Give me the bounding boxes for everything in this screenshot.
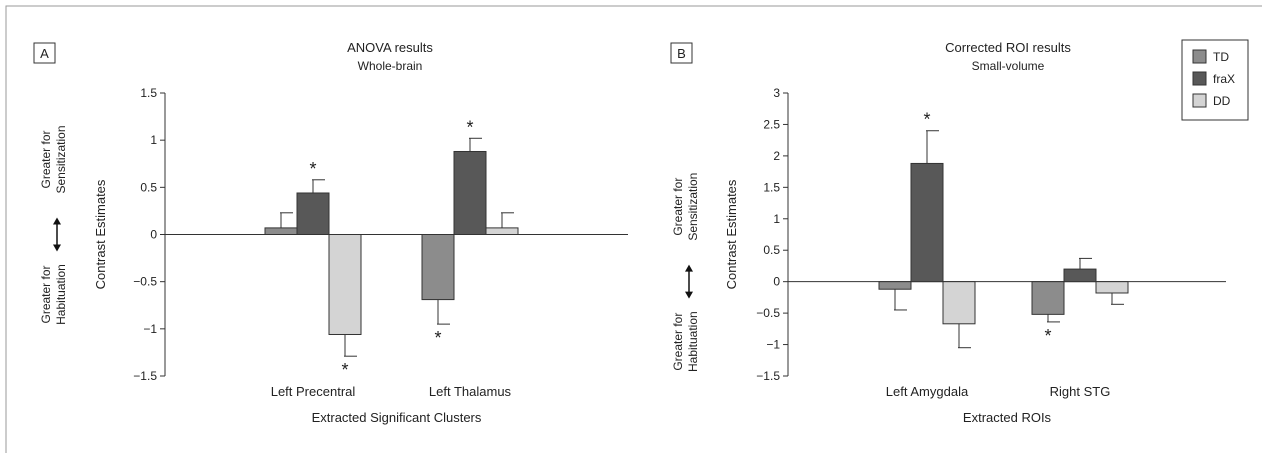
significance-marker: * bbox=[434, 328, 441, 348]
bar-dd bbox=[485, 227, 519, 236]
y-tick-label: 1.5 bbox=[763, 180, 780, 194]
y-tick-label: −1.5 bbox=[133, 369, 157, 383]
x-axis-label: Extracted ROIs bbox=[963, 410, 1052, 425]
y-tick-label: −1 bbox=[143, 322, 157, 336]
chart-subtitle: Whole-brain bbox=[358, 59, 423, 73]
y-tick-label: 0 bbox=[150, 228, 157, 242]
y-tick-label: 3 bbox=[773, 86, 780, 100]
bar-dd bbox=[942, 281, 976, 325]
legend-swatch-dd bbox=[1192, 93, 1207, 108]
legend-entry-label: TD bbox=[1213, 50, 1229, 64]
sensitization-label-line1: Greater for bbox=[39, 130, 53, 188]
y-tick-label: 0.5 bbox=[140, 180, 157, 194]
panel-a: A ANOVA results Whole-brain −1.5 −1 −0.5 0 0.5 1… bbox=[33, 40, 628, 425]
bar-dd bbox=[1095, 281, 1129, 294]
y-tick-label: 1 bbox=[773, 212, 780, 226]
bar-td bbox=[878, 281, 912, 290]
panel-b: B Corrected ROI results Small-volume −1.5 −1… bbox=[670, 40, 1226, 425]
bar-td bbox=[1031, 281, 1065, 315]
bar-frax bbox=[453, 150, 487, 235]
significance-marker: * bbox=[341, 360, 348, 380]
significance-marker: * bbox=[309, 159, 316, 179]
significance-marker: * bbox=[923, 110, 930, 130]
bar-frax bbox=[1063, 268, 1097, 283]
bar-td bbox=[264, 227, 298, 236]
habituation-label-line1: Greater for bbox=[39, 265, 53, 323]
y-tick-label: 0.5 bbox=[763, 243, 780, 257]
panel-label: B bbox=[670, 42, 693, 64]
chart-title: Corrected ROI results bbox=[945, 40, 1071, 55]
legend-swatch-td bbox=[1192, 49, 1207, 64]
panel-label-box bbox=[670, 42, 693, 64]
chart-title: ANOVA results bbox=[347, 40, 433, 55]
sensitization-label-line2: Sensitization bbox=[54, 125, 68, 193]
chart-subtitle: Small-volume bbox=[972, 59, 1045, 73]
figure-frame bbox=[5, 5, 1262, 453]
bar-td bbox=[421, 234, 455, 301]
habituation-label-line1: Greater for bbox=[671, 313, 685, 371]
y-tick-label: −0.5 bbox=[756, 306, 780, 320]
x-tick-label: Left Amygdala bbox=[886, 384, 969, 399]
panel-label-text: B bbox=[677, 46, 686, 61]
x-tick-label: Right STG bbox=[1050, 384, 1111, 399]
y-axis-label: Contrast Estimates bbox=[724, 179, 739, 289]
sensitization-label-line2: Sensitization bbox=[686, 173, 700, 241]
legend-swatch-frax bbox=[1192, 71, 1207, 86]
y-tick-label: −1.5 bbox=[756, 369, 780, 383]
y-tick-label: 2 bbox=[773, 149, 780, 163]
bar-dd bbox=[328, 234, 362, 335]
x-tick-label: Left Thalamus bbox=[429, 384, 512, 399]
double-arrow-icon bbox=[53, 217, 61, 252]
double-arrow-icon bbox=[685, 264, 693, 299]
y-tick-label: −0.5 bbox=[133, 275, 157, 289]
panel-label-text: A bbox=[40, 46, 49, 61]
significance-marker: * bbox=[466, 117, 473, 137]
significance-marker: * bbox=[1044, 326, 1051, 346]
y-tick-label: 2.5 bbox=[763, 117, 780, 131]
legend: TD fraX DD bbox=[1181, 39, 1249, 121]
sensitization-label-line1: Greater for bbox=[671, 178, 685, 236]
y-tick-label: 1 bbox=[150, 133, 157, 147]
y-tick-label: −1 bbox=[766, 338, 780, 352]
bar-frax bbox=[910, 162, 944, 283]
habituation-label-line2: Habituation bbox=[54, 264, 68, 325]
panel-label: A bbox=[33, 42, 56, 64]
panel-label-box bbox=[33, 42, 56, 64]
x-axis-label: Extracted Significant Clusters bbox=[312, 410, 482, 425]
y-axis-label: Contrast Estimates bbox=[93, 179, 108, 289]
legend-entry-label: DD bbox=[1213, 94, 1231, 108]
x-tick-label: Left Precentral bbox=[271, 384, 356, 399]
habituation-label-line2: Habituation bbox=[686, 311, 700, 372]
y-tick-label: 0 bbox=[773, 275, 780, 289]
bar-frax bbox=[296, 192, 330, 235]
y-tick-label: 1.5 bbox=[140, 86, 157, 100]
legend-entry-label: fraX bbox=[1213, 72, 1235, 86]
